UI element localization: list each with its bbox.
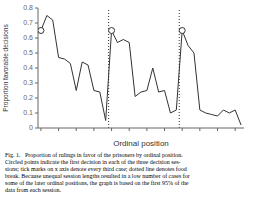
svg-text:0: 0: [29, 124, 33, 131]
html-text:sions; tick marks on x axis de: sions; tick marks on x axis denote every…: [5, 166, 187, 172]
svg-text:0.7: 0.7: [23, 19, 33, 26]
html-text:Fig. 1. Proportion of rulings: Fig. 1. Proportion of rulings in favor o…: [5, 152, 183, 158]
svg-text:0.3: 0.3: [23, 79, 33, 86]
svg-text:Ordinal position: Ordinal position: [113, 139, 169, 148]
svg-text:0.5: 0.5: [23, 49, 33, 56]
svg-text:Proportion favorable decisions: Proportion favorable decisions: [8, 24, 10, 112]
html-text:Circled points indicate the fi: Circled points indicate the first decisi…: [5, 159, 181, 165]
html-text:break. Because unequal session: break. Because unequal session lengths r…: [5, 173, 190, 179]
svg-text:0.4: 0.4: [23, 64, 33, 71]
html-text:some of the later ordinal posi: some of the later ordinal positions, the…: [5, 180, 189, 186]
svg-text:0.2: 0.2: [23, 94, 33, 101]
html-text:data from each session.: data from each session.: [5, 187, 61, 193]
svg-text:0.6: 0.6: [23, 34, 33, 41]
svg-text:0.1: 0.1: [23, 109, 33, 116]
svg-text:0.8: 0.8: [23, 4, 33, 11]
